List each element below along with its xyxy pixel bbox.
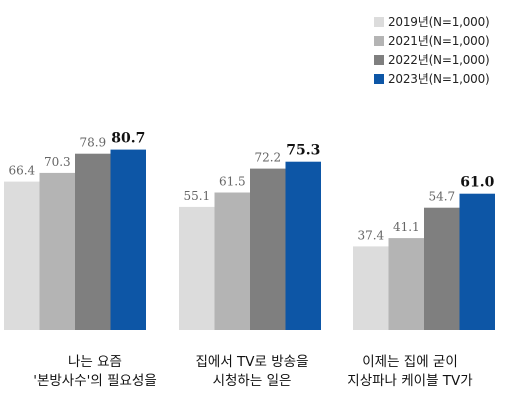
bar-2019-category-2: [179, 206, 215, 330]
value-label-2022-category-2: 72.2: [254, 151, 281, 165]
category-label-1: 나는 요즘 '본방사수'의 필요성을: [5, 353, 185, 391]
bar-2023-category-1: [110, 149, 146, 330]
legend-label-2022: 2022년(N=1,000): [388, 53, 490, 67]
bar-2021-category-2: [214, 192, 250, 330]
legend-item-2019: 2019년(N=1,000): [374, 12, 490, 31]
bar-2021-category-3: [388, 238, 424, 330]
value-label-2023-category-1: 80.7: [111, 131, 145, 147]
legend-label-2019: 2019년(N=1,000): [388, 15, 490, 29]
value-label-2022-category-3: 54.7: [428, 190, 455, 204]
value-label-2021-category-3: 41.1: [393, 220, 420, 234]
category-label-2-line-1: 집에서 TV로 방송을: [195, 354, 309, 370]
legend-swatch-2019: [374, 16, 384, 27]
value-label-2023-category-3: 61.0: [460, 175, 494, 191]
bar-2022-category-1: [75, 153, 111, 330]
category-label-3: 이제는 집에 굳이 지상파나 케이블 TV가: [320, 353, 500, 391]
legend-item-2021: 2021년(N=1,000): [374, 31, 490, 50]
legend-swatch-2023: [374, 73, 384, 84]
bar-2021-category-1: [39, 172, 75, 330]
legend-item-2023: 2023년(N=1,000): [374, 69, 490, 88]
bar-2019-category-3: [353, 246, 389, 330]
category-label-3-line-1: 이제는 집에 굳이: [362, 354, 458, 370]
bar-2023-category-3: [459, 193, 495, 330]
bar-2023-category-2: [285, 161, 321, 330]
category-label-1-line-2: '본방사수'의 필요성을: [33, 373, 157, 389]
value-label-2022-category-1: 78.9: [79, 136, 106, 150]
legend-item-2022: 2022년(N=1,000): [374, 50, 490, 69]
bar-2022-category-3: [424, 207, 460, 330]
legend: 2019년(N=1,000) 2021년(N=1,000) 2022년(N=1,…: [374, 12, 490, 88]
legend-swatch-2021: [374, 35, 384, 46]
category-label-2-line-2: 시청하는 일은: [212, 373, 292, 389]
category-label-1-line-1: 나는 요즘: [68, 354, 122, 370]
legend-label-2023: 2023년(N=1,000): [388, 72, 490, 86]
value-label-2019-category-2: 55.1: [183, 189, 210, 203]
category-label-2: 집에서 TV로 방송을 시청하는 일은: [162, 353, 342, 391]
value-label-2021-category-1: 70.3: [44, 155, 71, 169]
legend-label-2021: 2021년(N=1,000): [388, 34, 490, 48]
bar-2022-category-2: [250, 168, 286, 330]
value-label-2019-category-3: 37.4: [357, 228, 384, 242]
value-label-2023-category-2: 75.3: [286, 143, 320, 159]
legend-swatch-2022: [374, 54, 384, 65]
bar-2019-category-1: [4, 181, 40, 330]
value-label-2019-category-1: 66.4: [8, 164, 35, 178]
category-label-3-line-2: 지상파나 케이블 TV가: [347, 373, 473, 389]
value-label-2021-category-2: 61.5: [219, 175, 246, 189]
